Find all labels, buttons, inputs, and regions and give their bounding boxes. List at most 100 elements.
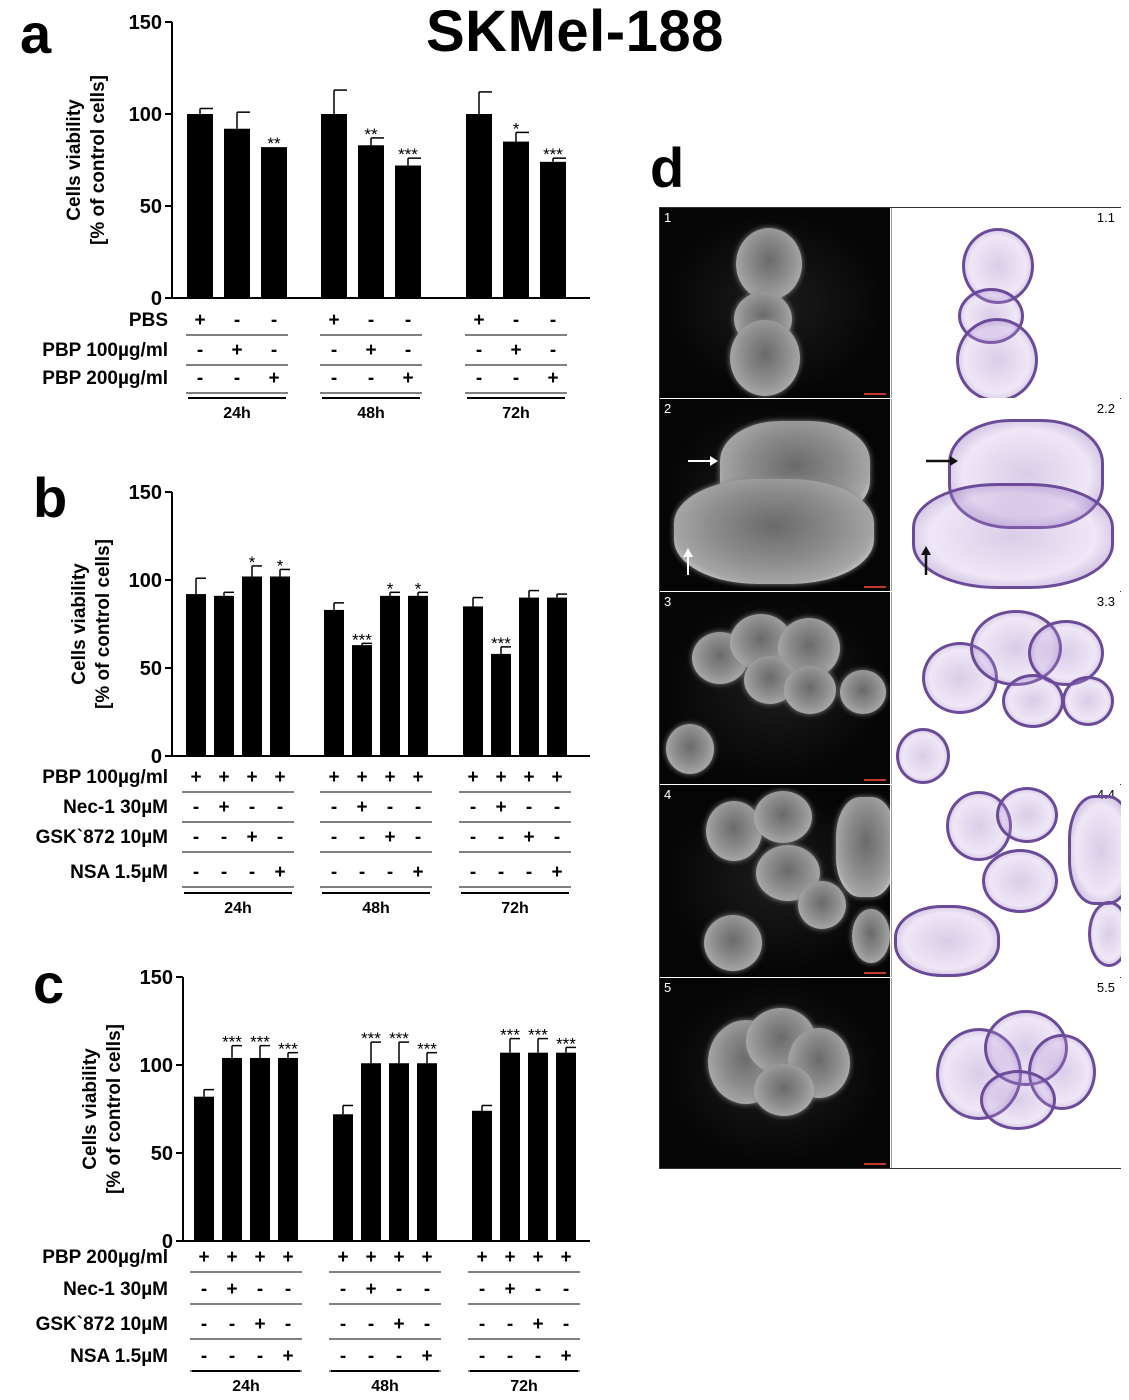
- bar: [261, 147, 287, 298]
- condition-sign: -: [368, 1346, 374, 1367]
- bar: [194, 1096, 214, 1241]
- bar: [333, 1114, 353, 1241]
- time-group-label: 24h: [224, 900, 252, 917]
- significance-label: *: [415, 579, 422, 598]
- condition-sign: +: [254, 1247, 265, 1268]
- significance-label: ***: [361, 1029, 381, 1048]
- condition-sign: +: [421, 1247, 432, 1268]
- panel-letter-d: d: [650, 136, 685, 199]
- condition-sign: +: [226, 1247, 237, 1268]
- significance-label: *: [387, 579, 394, 598]
- condition-sign: -: [201, 1314, 207, 1335]
- image-label: 3: [664, 594, 672, 609]
- condition-sign: -: [415, 827, 421, 848]
- condition-sign: +: [356, 797, 367, 818]
- condition-sign: +: [402, 368, 413, 389]
- bar: [352, 645, 372, 756]
- bar: [361, 1063, 381, 1241]
- condition-sign: -: [424, 1314, 430, 1335]
- condition-sign: +: [495, 797, 506, 818]
- bar: [519, 597, 539, 756]
- condition-sign: +: [547, 368, 558, 389]
- condition-sign: -: [271, 340, 277, 361]
- condition-sign: +: [384, 767, 395, 788]
- bar: [242, 576, 262, 756]
- condition-sign: -: [201, 1279, 207, 1300]
- arrow-icon: [683, 456, 718, 575]
- condition-label: PBP 100µg/ml: [42, 767, 168, 788]
- condition-sign: -: [229, 1314, 235, 1335]
- condition-sign: -: [535, 1279, 541, 1300]
- condition-sign: -: [359, 827, 365, 848]
- significance-label: ***: [491, 634, 511, 653]
- condition-sign: -: [526, 797, 532, 818]
- condition-sign: -: [479, 1279, 485, 1300]
- y-axis-label: Cells viability [% of control cells]: [69, 539, 114, 709]
- condition-label: PBP 100µg/ml: [42, 340, 168, 361]
- condition-sign: -: [234, 368, 240, 389]
- condition-sign: -: [387, 862, 393, 883]
- time-group-label: 72h: [510, 1378, 538, 1395]
- y-tick-label: 100: [129, 104, 162, 126]
- fluorescence-image-1: 1: [660, 208, 890, 398]
- bar: [389, 1063, 409, 1241]
- condition-label: PBP 200µg/ml: [42, 368, 168, 389]
- condition-sign: -: [340, 1314, 346, 1335]
- condition-sign: +: [510, 340, 521, 361]
- significance-label: ***: [222, 1033, 242, 1052]
- significance-label: ***: [278, 1040, 298, 1059]
- condition-sign: +: [246, 767, 257, 788]
- condition-sign: +: [365, 1247, 376, 1268]
- condition-sign: -: [396, 1346, 402, 1367]
- condition-sign: -: [396, 1279, 402, 1300]
- condition-sign: -: [193, 797, 199, 818]
- condition-sign: -: [476, 340, 482, 361]
- condition-sign: -: [201, 1346, 207, 1367]
- time-group-label: 48h: [362, 900, 390, 917]
- y-tick-label: 100: [140, 1055, 173, 1077]
- condition-sign: +: [523, 767, 534, 788]
- image-label: 2: [664, 401, 672, 416]
- condition-sign: -: [424, 1279, 430, 1300]
- condition-sign: +: [268, 368, 279, 389]
- significance-label: *: [277, 556, 284, 575]
- condition-sign: -: [415, 797, 421, 818]
- significance-label: ***: [543, 145, 563, 164]
- condition-sign: +: [194, 310, 205, 331]
- condition-sign: +: [412, 767, 423, 788]
- time-group-label: 48h: [357, 405, 385, 422]
- rendered-image-3: 3.3: [891, 592, 1121, 784]
- condition-sign: -: [368, 368, 374, 389]
- chart-a: 0 50 100 150 Cells viability [% of control ce…: [42, 12, 590, 422]
- y-tick-label: 50: [140, 658, 162, 680]
- y-axis-label-line: Cells viability: [69, 563, 90, 685]
- fluorescence-image-2: 2: [660, 399, 890, 591]
- condition-sign: -: [221, 827, 227, 848]
- image-label: 2.2: [1096, 401, 1115, 416]
- time-group-label: 48h: [371, 1378, 399, 1395]
- y-axis-label: Cells viability [% of control cells]: [64, 75, 109, 245]
- condition-sign: +: [218, 767, 229, 788]
- significance-label: **: [364, 125, 378, 144]
- micrograph-row-4: 4 4.4: [660, 785, 1121, 977]
- fluorescence-image-4: 4: [660, 785, 890, 977]
- bar: [270, 576, 290, 756]
- significance-label: ***: [352, 630, 372, 649]
- condition-sign: -: [331, 340, 337, 361]
- condition-label: GSK`872 10µM: [36, 1314, 168, 1335]
- condition-sign: -: [470, 862, 476, 883]
- chart-b: 0 50 100 150 Cells viability [% of control ce…: [36, 482, 590, 917]
- condition-sign: +: [246, 827, 257, 848]
- bar: [250, 1057, 270, 1241]
- y-tick-label: 0: [151, 746, 162, 768]
- y-tick-label: 150: [129, 12, 162, 34]
- condition-sign: -: [507, 1346, 513, 1367]
- condition-sign: +: [560, 1346, 571, 1367]
- condition-sign: -: [554, 797, 560, 818]
- condition-sign: -: [368, 1314, 374, 1335]
- arrow-icon: [921, 456, 958, 575]
- condition-sign: -: [257, 1279, 263, 1300]
- condition-sign: -: [277, 827, 283, 848]
- y-tick-label: 0: [162, 1231, 173, 1253]
- condition-sign: -: [197, 340, 203, 361]
